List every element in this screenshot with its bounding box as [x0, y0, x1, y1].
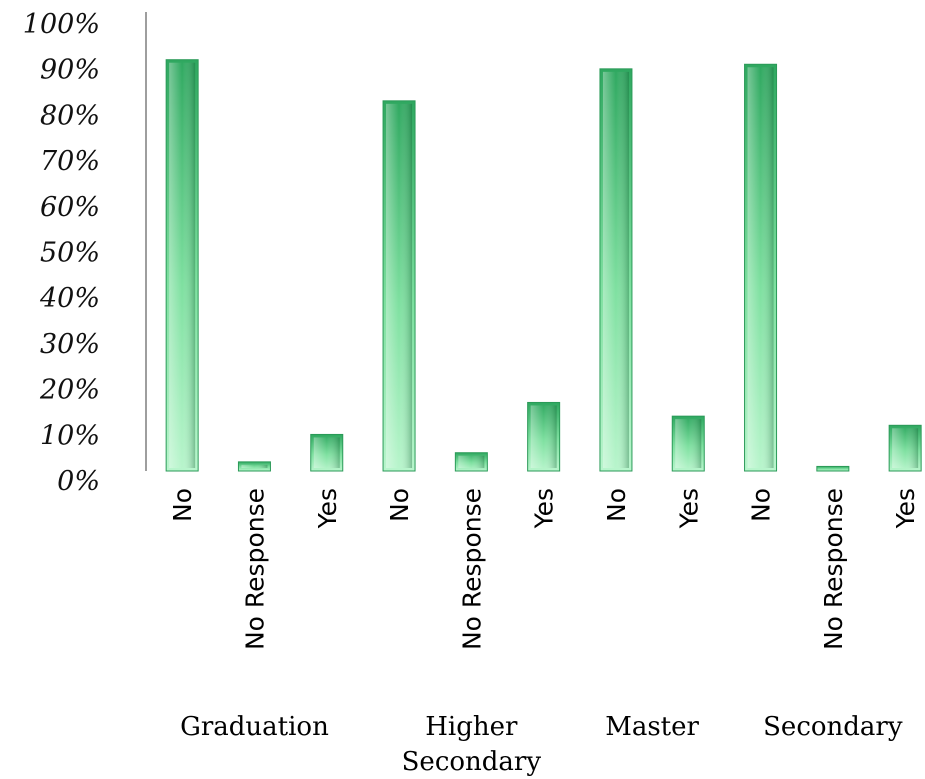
- group-labels: Graduation Higher Secondary Master Secondary: [180, 712, 903, 777]
- bar: [237, 461, 271, 472]
- bar: [671, 415, 705, 472]
- bar-bevel: [241, 464, 268, 468]
- y-tick-label: 60%: [40, 192, 100, 223]
- y-tick-label: 100%: [23, 9, 100, 40]
- bar-bevel: [313, 437, 340, 468]
- bar: [165, 59, 199, 472]
- y-tick-label: 50%: [40, 238, 100, 269]
- group-label: Master: [605, 712, 699, 742]
- bars: [165, 59, 922, 472]
- y-tick-label: 70%: [40, 146, 100, 177]
- bar-bevel: [386, 103, 413, 468]
- x-tick-label: Yes: [530, 488, 559, 529]
- y-tick-label: 20%: [39, 375, 100, 406]
- x-tick-label: No: [747, 488, 776, 522]
- bar: [310, 433, 344, 472]
- bar-bevel: [892, 428, 919, 468]
- x-tick-label: No: [602, 488, 631, 522]
- bar-bevel: [675, 419, 702, 468]
- bar-bevel: [169, 62, 196, 468]
- y-tick-label: 90%: [40, 55, 100, 86]
- x-tick-label: No Response: [457, 488, 486, 650]
- y-tick-label: 0%: [57, 466, 100, 497]
- y-tick-label: 80%: [40, 100, 100, 131]
- x-tick-label: No Response: [240, 488, 269, 650]
- y-tick-label: 30%: [40, 329, 100, 360]
- bar: [744, 63, 778, 472]
- x-tick-label: No Response: [819, 488, 848, 650]
- bar: [599, 68, 633, 472]
- bar-face: [816, 465, 850, 472]
- x-tick-label: Yes: [674, 488, 703, 529]
- group-label: Higher Secondary: [402, 712, 542, 777]
- x-tick-label: Yes: [313, 488, 342, 529]
- x-tick-label: No: [168, 488, 197, 522]
- y-tick-label: 40%: [39, 283, 100, 314]
- bar: [527, 401, 561, 472]
- bar: [454, 452, 488, 472]
- y-tick-label: 10%: [40, 420, 100, 451]
- bar-bevel: [747, 67, 774, 469]
- bar-bevel: [530, 405, 557, 468]
- x-tick-label: Yes: [891, 488, 920, 529]
- bar-bevel: [602, 71, 629, 468]
- bar-bevel: [458, 455, 485, 468]
- y-axis: 0% 10% 20% 30% 40% 50% 60% 70% 80% 90% 100%: [23, 9, 147, 497]
- bar: [816, 465, 850, 472]
- group-label: Secondary: [763, 712, 903, 742]
- bar: [888, 424, 922, 472]
- bar: [382, 100, 416, 472]
- x-axis-labels: No No Response Yes No No Response Yes No Yes No N…: [168, 488, 920, 650]
- group-label: Graduation: [180, 712, 329, 742]
- x-tick-label: No: [385, 488, 414, 522]
